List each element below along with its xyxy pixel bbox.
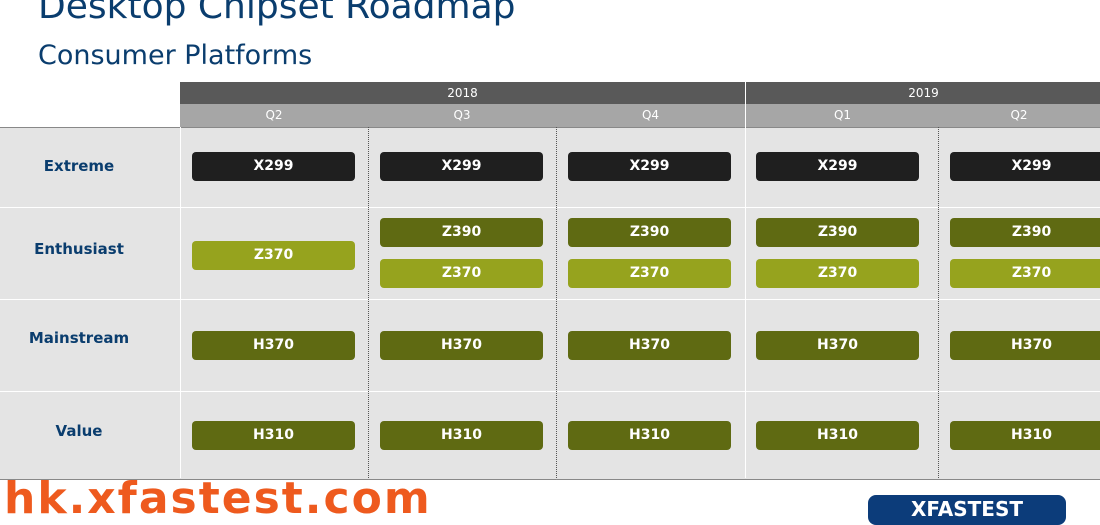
quarter-header: Q4 [556,104,745,127]
segment-label-mainstream: Mainstream [28,329,130,347]
chipset-h310: H310 [568,421,731,450]
chipset-z390: Z390 [756,218,919,247]
chipset-z390: Z390 [950,218,1100,247]
column-divider [180,127,181,478]
chipset-h310: H310 [950,421,1100,450]
xfastest-logo: XFASTEST [868,495,1066,525]
watermark-text: hk.xfastest.com [4,473,432,524]
chipset-h310: H310 [192,421,355,450]
chipset-x299: X299 [192,152,355,181]
quarter-header: Q2 [938,104,1100,127]
column-divider [745,127,746,478]
chipset-z370: Z370 [756,259,919,288]
row-divider [0,391,1100,392]
column-divider [368,127,369,478]
chipset-z370: Z370 [950,259,1100,288]
column-divider [556,127,557,478]
chipset-z370: Z370 [380,259,543,288]
segment-label-value: Value [55,422,103,440]
chipset-h370: H370 [380,331,543,360]
segment-label-enthusiast: Enthusiast [34,240,124,258]
year-2019-header: 2019 [745,82,1100,104]
chipset-z390: Z390 [568,218,731,247]
row-divider [0,207,1100,208]
chipset-z370: Z370 [192,241,355,270]
chipset-h310: H310 [756,421,919,450]
chipset-z390: Z390 [380,218,543,247]
chipset-x299: X299 [568,152,731,181]
year-2018-header: 2018 [180,82,745,104]
chipset-h370: H370 [756,331,919,360]
column-divider [938,127,939,478]
chipset-h370: H370 [950,331,1100,360]
chipset-z370: Z370 [568,259,731,288]
chipset-h310: H310 [380,421,543,450]
chipset-x299: X299 [756,152,919,181]
chipset-x299: X299 [380,152,543,181]
chipset-h370: H370 [568,331,731,360]
roadmap-grid [0,127,1100,480]
page-title: Desktop Chipset Roadmap [38,0,516,27]
quarter-header: Q2 [180,104,368,127]
quarter-header: Q3 [368,104,556,127]
segment-label-extreme: Extreme [43,157,115,175]
chipset-h370: H370 [192,331,355,360]
quarter-header: Q1 [745,104,939,127]
chipset-x299: X299 [950,152,1100,181]
page-subtitle: Consumer Platforms [38,40,313,71]
row-divider [0,299,1100,300]
